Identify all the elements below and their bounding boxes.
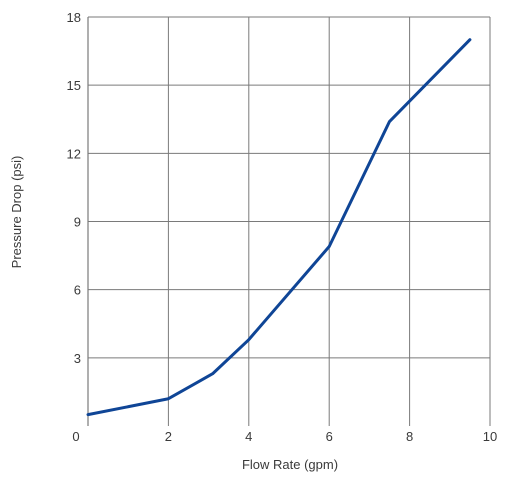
x-tick-label: 4 [245,429,252,444]
x-axis-title: Flow Rate (gpm) [242,457,338,472]
x-tick-label: 2 [165,429,172,444]
x-tick-label: 10 [483,429,497,444]
series-layer [86,38,472,417]
x-tick-label: 0 [72,429,79,444]
y-tick-label: 15 [67,78,81,93]
y-tick-label: 12 [67,146,81,161]
y-tick-label: 6 [74,283,81,298]
series-line [86,38,472,417]
y-tick-label: 18 [67,10,81,25]
x-tick-label: 6 [326,429,333,444]
y-tick-labels: 3 6 9 12 15 18 [67,10,81,366]
y-axis-title: Pressure Drop (psi) [9,156,24,269]
y-tick-label: 9 [74,215,81,230]
x-tick-labels: 0 2 4 6 8 10 [72,429,497,444]
x-tick-label: 8 [406,429,413,444]
y-tick-label: 3 [74,351,81,366]
grid [87,16,491,426]
